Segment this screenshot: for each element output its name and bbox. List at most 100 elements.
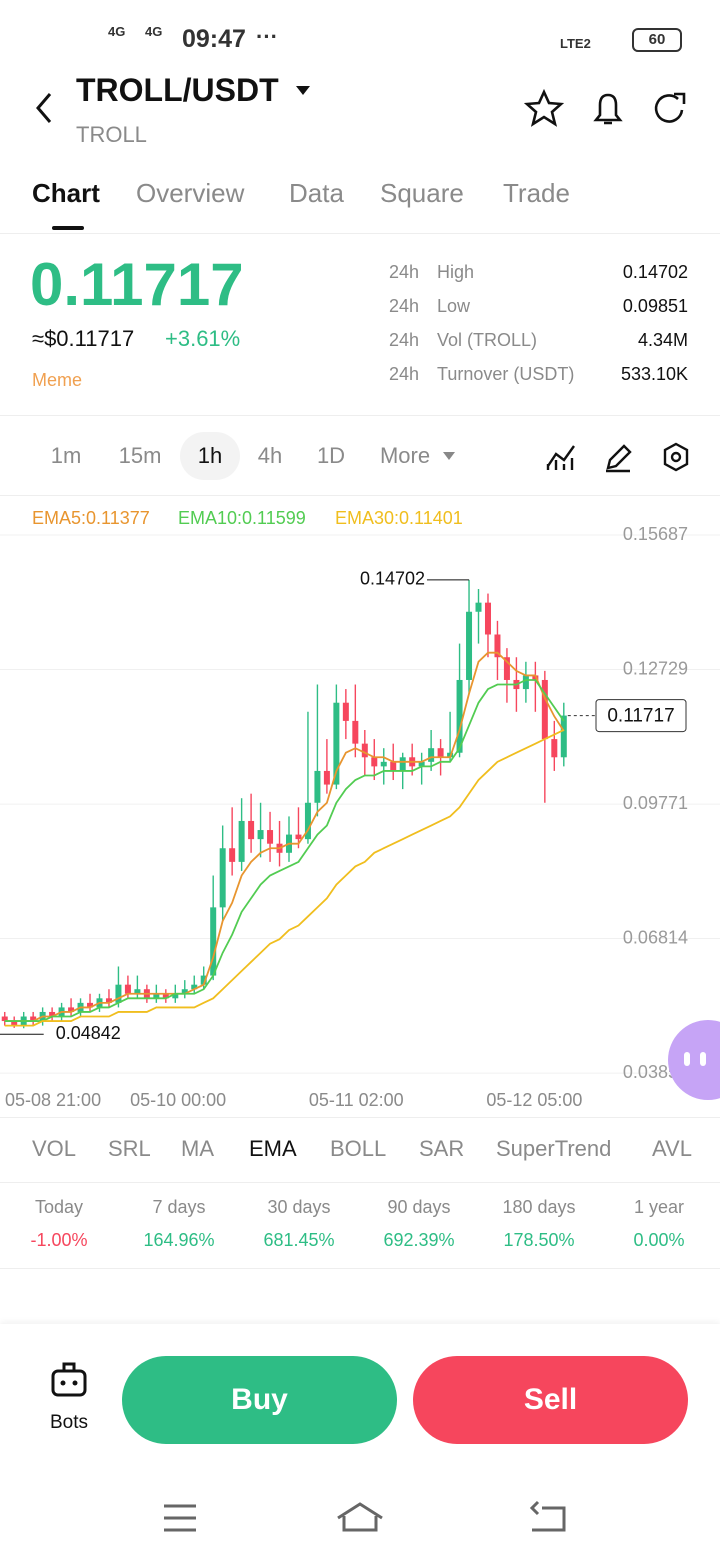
- candle-body: [219, 848, 226, 908]
- dots: ···: [256, 24, 278, 49]
- performance-period: 1 year: [633, 1197, 685, 1217]
- candle-body: [466, 611, 473, 680]
- nav-home[interactable]: [337, 1502, 383, 1532]
- interval-selected-bg: [180, 432, 240, 480]
- sell-button[interactable]: Sell: [413, 1356, 688, 1444]
- x-tick-label: 05-12 05:00: [486, 1090, 582, 1110]
- interval[interactable]: 1h: [197, 443, 223, 468]
- legend-entry: EMA5:0.11377: [32, 508, 150, 528]
- assistant-eye: [700, 1052, 706, 1066]
- interval[interactable]: 1m: [50, 443, 82, 468]
- indicator-tab[interactable]: MA: [181, 1136, 214, 1161]
- candle-body: [115, 984, 122, 1003]
- nav-menu[interactable]: [164, 1504, 196, 1532]
- candle-body: [11, 1021, 18, 1026]
- candle-body: [105, 998, 112, 1003]
- price-change: +3.61%: [165, 326, 241, 351]
- y-tick-label: 0.09771: [623, 793, 688, 813]
- interval[interactable]: 15m: [118, 443, 162, 468]
- ema-line: [4, 729, 565, 1027]
- performance-change: 692.39%: [383, 1230, 455, 1250]
- favorite-icon[interactable]: [524, 88, 565, 127]
- candle-body: [399, 757, 406, 771]
- candle-body: [551, 739, 558, 758]
- last-price-box: [595, 699, 687, 733]
- bots-icon[interactable]: [50, 1362, 88, 1400]
- last-price: 0.11717: [30, 251, 244, 318]
- performance-period: Today: [34, 1197, 84, 1217]
- candle-body: [342, 702, 349, 721]
- candle-body: [418, 761, 425, 767]
- candle-body: [267, 830, 274, 844]
- candle-body: [257, 830, 264, 840]
- tab[interactable]: Chart: [32, 178, 100, 208]
- candle-body: [475, 602, 482, 612]
- settings-icon[interactable]: [663, 442, 689, 472]
- candle-body: [522, 675, 529, 690]
- interval[interactable]: 1D: [316, 443, 346, 468]
- candle-body: [494, 634, 501, 658]
- lte: LTE2: [560, 36, 591, 51]
- legend-entry: EMA10:0.11599: [178, 508, 306, 528]
- performance-change: -1.00%: [30, 1230, 88, 1250]
- candle-body: [124, 984, 131, 994]
- divider: [0, 415, 720, 416]
- performance-change: 681.45%: [263, 1230, 335, 1250]
- candle-body: [68, 1007, 75, 1012]
- nav-bar: [164, 1500, 566, 1532]
- legend-entry: EMA30:0.11401: [335, 508, 463, 528]
- candle-body: [323, 770, 330, 785]
- candle-body: [162, 993, 169, 999]
- category-tag[interactable]: Meme: [32, 370, 83, 390]
- back-button[interactable]: [30, 90, 60, 126]
- candle-body: [304, 802, 311, 840]
- buy-button[interactable]: Buy: [122, 1356, 397, 1444]
- performance-period: 180 days: [502, 1197, 576, 1217]
- pair-caret[interactable]: [294, 84, 312, 98]
- tab-indicator: [52, 226, 84, 230]
- assistant-eye: [684, 1052, 690, 1066]
- indicator-tab[interactable]: SRL: [108, 1136, 151, 1161]
- bots-label[interactable]: Bots: [49, 1412, 89, 1433]
- divider: [0, 233, 720, 234]
- tab[interactable]: Square: [380, 178, 464, 208]
- draw-icon[interactable]: [606, 444, 632, 473]
- candle-body: [229, 848, 236, 862]
- share-icon[interactable]: [654, 92, 686, 123]
- tab[interactable]: Overview: [136, 178, 245, 208]
- performance-period: 90 days: [387, 1197, 451, 1217]
- alert-icon[interactable]: [593, 93, 623, 125]
- pair-title[interactable]: TROLL/USDT: [76, 72, 279, 108]
- candle-body: [172, 993, 179, 999]
- candle-body: [200, 975, 207, 985]
- indicator-tab[interactable]: SAR: [419, 1136, 465, 1161]
- performance-change: 0.00%: [633, 1230, 685, 1250]
- performance-change: 178.50%: [503, 1230, 575, 1250]
- indicator-tab[interactable]: BOLL: [330, 1136, 387, 1161]
- candlestick-chart[interactable]: 0.156870.127290.097710.068140.0385505-08…: [0, 500, 720, 1120]
- candle-body: [428, 748, 435, 762]
- more-caret[interactable]: [442, 450, 456, 462]
- performance-period: 30 days: [267, 1197, 331, 1217]
- nav-back[interactable]: [529, 1500, 566, 1532]
- candle-body: [456, 679, 463, 753]
- last-price-label: 0.11717: [607, 706, 674, 727]
- stat-period: 24h: [389, 330, 420, 350]
- indicator-tab[interactable]: SuperTrend: [496, 1136, 612, 1161]
- indicator-tab[interactable]: VOL: [32, 1136, 77, 1161]
- indicator-tab[interactable]: AVL: [652, 1136, 692, 1161]
- candle-body: [1, 1016, 8, 1022]
- indicator-tab[interactable]: EMA: [249, 1136, 297, 1161]
- candle-body: [352, 720, 359, 744]
- interval[interactable]: More: [379, 443, 431, 468]
- network-1: 4G: [108, 24, 126, 39]
- indicator-icon[interactable]: [546, 445, 575, 470]
- candle-body: [503, 657, 510, 680]
- tab[interactable]: Data: [289, 178, 344, 208]
- low-label: 0.04842: [56, 1023, 121, 1043]
- tab[interactable]: Trade: [503, 178, 570, 208]
- stat-period: 24h: [389, 262, 420, 282]
- interval[interactable]: 4h: [257, 443, 283, 468]
- assistant-bubble[interactable]: [668, 1020, 720, 1100]
